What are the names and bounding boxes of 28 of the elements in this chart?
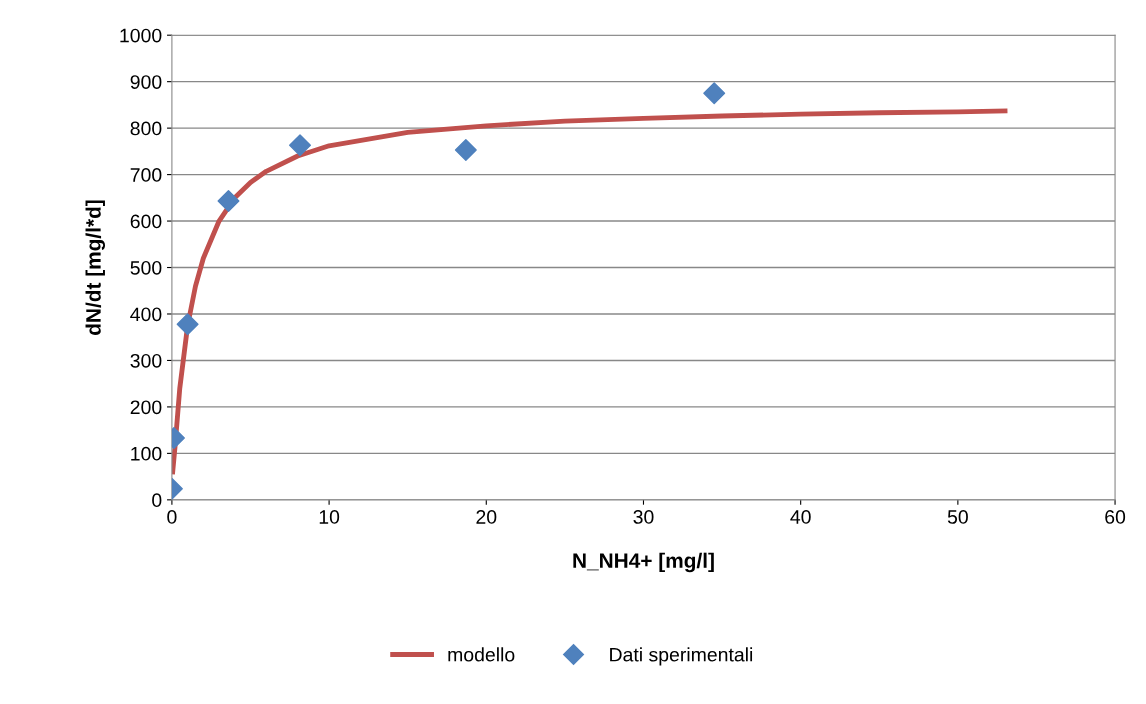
x-axis-title: N_NH4+ [mg/l] — [573, 552, 714, 573]
x-tick-label: 50 — [947, 510, 968, 524]
y-tick-label: 800 — [130, 121, 162, 136]
y-tick-label: 0 — [152, 493, 162, 508]
y-tick-label: 100 — [131, 446, 162, 461]
y-tick-label: 900 — [130, 75, 162, 89]
y-tick-label: 600 — [130, 214, 162, 229]
line-series — [171, 108, 1008, 475]
y-axis-title: dN/dt [mg/l*d] — [85, 200, 106, 335]
x-tick-label: 10 — [319, 510, 340, 524]
y-tick-label: 300 — [130, 353, 162, 368]
legend-label: Dati sperimentali — [610, 647, 753, 666]
point — [454, 138, 477, 161]
y-tick-label: 500 — [130, 260, 162, 275]
x-tick-label: 0 — [167, 510, 177, 524]
point — [217, 190, 240, 213]
y-tick-label: 700 — [130, 168, 162, 182]
point — [176, 313, 199, 336]
x-tick-label: 20 — [476, 510, 497, 524]
y-tick-label: 200 — [130, 400, 162, 415]
y-tick-label: 1000 — [120, 28, 162, 43]
point — [703, 82, 726, 105]
x-tick-label: 40 — [790, 510, 811, 524]
legend-label: modello — [448, 647, 515, 662]
point — [289, 134, 312, 157]
x-tick-label: 30 — [633, 510, 654, 524]
x-tick-label: 60 — [1105, 510, 1126, 524]
y-tick-label: 400 — [130, 307, 162, 322]
